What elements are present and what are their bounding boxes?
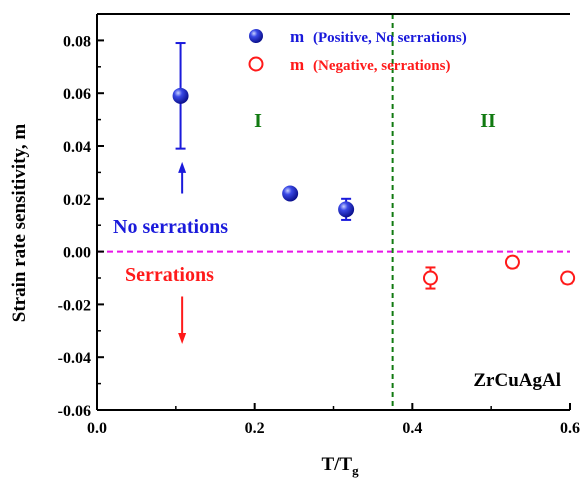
legend-marker-positive bbox=[249, 29, 263, 43]
legend-symbol-negative: m bbox=[290, 55, 304, 74]
y-tick-label: 0.06 bbox=[63, 86, 91, 103]
serrations-label: Serrations bbox=[125, 264, 214, 286]
region-label-2: II bbox=[480, 110, 496, 132]
data-point-positive bbox=[282, 185, 299, 202]
y-tick-label: 0.00 bbox=[63, 245, 91, 262]
legend-desc-positive: (Positive, No serrations) bbox=[313, 30, 467, 46]
legend-entry-positive: m (Positive, No serrations) bbox=[249, 27, 467, 46]
x-tick-label: 0.6 bbox=[560, 420, 580, 437]
direction-arrow-head bbox=[178, 333, 187, 344]
y-tick-label: 0.02 bbox=[63, 192, 91, 209]
y-axis-label: Strain rate sensitivity, m bbox=[9, 124, 30, 323]
y-tick-label: -0.02 bbox=[58, 297, 91, 314]
y-tick-label: 0.04 bbox=[63, 139, 91, 156]
legend-symbol-positive: m bbox=[290, 27, 304, 46]
direction-arrow-head bbox=[178, 161, 187, 173]
x-axis-label: T/Tg bbox=[321, 454, 359, 478]
y-tick-label: -0.06 bbox=[58, 403, 91, 420]
alloy-label: ZrCuAgAl bbox=[473, 370, 561, 391]
region-label-1: I bbox=[254, 110, 262, 132]
y-tick-label: 0.08 bbox=[63, 33, 91, 50]
data-point-positive bbox=[172, 87, 189, 104]
legend-marker-negative bbox=[248, 56, 264, 72]
no-serrations-label: No serrations bbox=[113, 216, 228, 238]
data-point-negative bbox=[422, 270, 438, 286]
x-tick-label: 0.2 bbox=[245, 420, 265, 437]
x-tick-label: 0.0 bbox=[87, 420, 107, 437]
data-point-positive bbox=[338, 201, 355, 218]
data-point-negative bbox=[560, 270, 576, 286]
legend-desc-negative: (Negative, serrations) bbox=[313, 58, 450, 74]
legend: m (Positive, No serrations) m (Negative,… bbox=[248, 27, 467, 74]
y-tick-label: -0.04 bbox=[58, 350, 91, 367]
legend-entry-negative: m (Negative, serrations) bbox=[248, 55, 450, 74]
data-point-negative bbox=[504, 254, 520, 270]
x-axis-label-subscript: g bbox=[352, 463, 359, 478]
x-axis-label-main: T/T bbox=[321, 454, 352, 475]
x-tick-label: 0.4 bbox=[402, 420, 422, 437]
